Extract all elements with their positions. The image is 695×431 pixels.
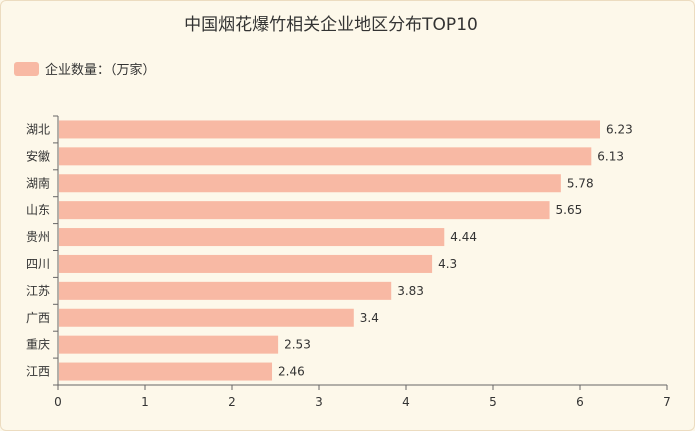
category-label-7: 广西 <box>26 311 50 325</box>
category-label-6: 江苏 <box>26 284 50 298</box>
x-tick-label-6: 6 <box>576 395 584 409</box>
bar-4 <box>59 228 445 247</box>
x-tick-label-0: 0 <box>54 395 62 409</box>
value-label-1: 6.13 <box>597 149 624 163</box>
value-label-5: 4.3 <box>438 257 457 271</box>
value-label-9: 2.46 <box>278 365 305 379</box>
bar-2 <box>59 174 561 193</box>
bar-8 <box>59 335 279 354</box>
value-label-6: 3.83 <box>397 284 424 298</box>
value-label-3: 5.65 <box>556 203 583 217</box>
category-label-9: 江西 <box>26 365 50 379</box>
value-label-8: 2.53 <box>284 338 311 352</box>
bar-6 <box>59 281 392 300</box>
value-label-4: 4.44 <box>450 230 477 244</box>
category-label-4: 贵州 <box>26 230 50 244</box>
category-label-8: 重庆 <box>26 338 50 352</box>
value-label-2: 5.78 <box>567 176 594 190</box>
legend-label: 企业数量：（万家） <box>45 63 156 78</box>
bar-3 <box>59 201 550 220</box>
x-tick-label-5: 5 <box>489 395 497 409</box>
chart-title: 中国烟花爆竹相关企业地区分布TOP10 <box>184 15 478 35</box>
category-label-1: 安徽 <box>26 148 50 163</box>
bar-1 <box>59 147 592 166</box>
bar-7 <box>59 308 354 327</box>
bar-9 <box>59 362 273 381</box>
value-label-7: 3.4 <box>360 311 379 325</box>
x-tick-label-4: 4 <box>402 395 410 409</box>
category-label-0: 湖北 <box>26 121 50 136</box>
category-label-2: 湖南 <box>26 175 50 190</box>
legend[interactable]: 企业数量：（万家） <box>14 59 156 78</box>
value-label-0: 6.23 <box>606 122 633 136</box>
category-label-3: 山东 <box>26 203 50 217</box>
bar-0 <box>59 120 601 139</box>
legend-swatch <box>14 61 39 76</box>
plot-area: 湖北 6.23 安徽 6.13 湖南 5.78 山东 5.65 贵州 4.44 四川 4.3 江苏 3.8… <box>26 115 671 409</box>
category-label-5: 四川 <box>26 257 50 271</box>
x-tick-label-7: 7 <box>663 395 671 409</box>
x-tick-label-2: 2 <box>228 395 236 409</box>
x-tick-label-3: 3 <box>315 395 323 409</box>
bar-5 <box>59 254 433 273</box>
x-tick-label-1: 1 <box>141 395 149 409</box>
